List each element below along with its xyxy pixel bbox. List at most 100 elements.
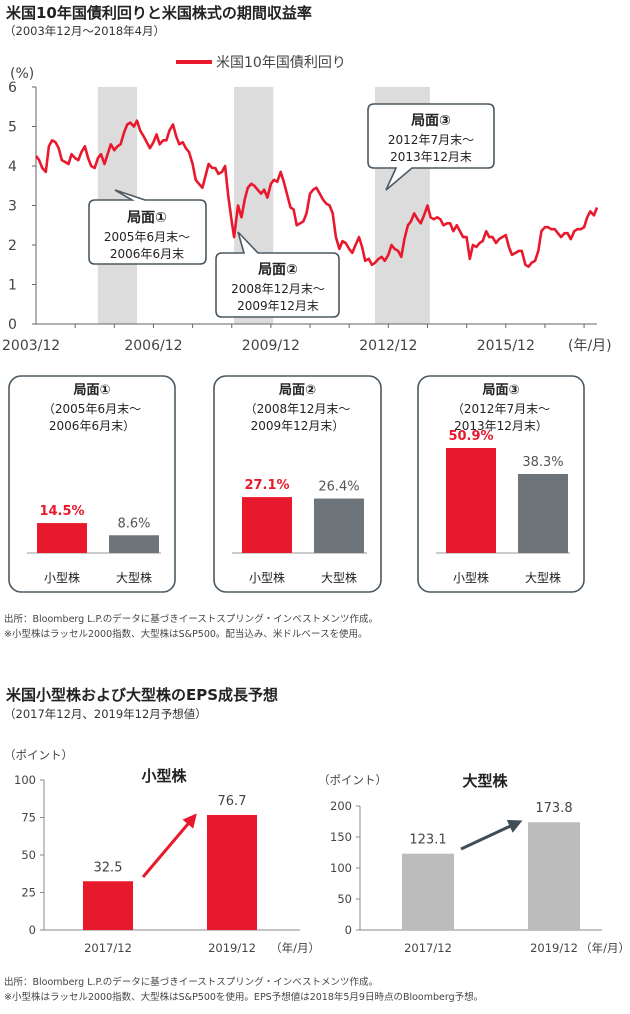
eps-bar-1 (402, 853, 454, 930)
bar-value-label: 26.4% (318, 480, 359, 495)
eps-bar-1 (83, 881, 133, 930)
y-tick-label: 4 (8, 159, 17, 175)
phase-panel-period-2: 2013年12月末） (454, 419, 548, 433)
eps-x-tick-label: 2019/12 (208, 941, 256, 955)
phase-panel-1: 局面① （2005年6月末～ 2006年6月末） 14.5% 小型株 8.6% 大型株 (8, 375, 176, 593)
bar-category-label: 小型株 (249, 570, 285, 585)
bar-large-cap (109, 535, 159, 553)
phase-panel-period-2: 2009年12月末） (251, 419, 345, 433)
eps-y-tick-label: 75 (21, 811, 36, 825)
eps-unit-label: （ポイント） (318, 773, 387, 787)
y-tick-label: 3 (8, 199, 17, 215)
eps-bar-value-label: 123.1 (409, 833, 446, 848)
eps-y-tick-label: 100 (14, 773, 36, 787)
y-tick-label: 1 (8, 278, 17, 294)
bar-value-label: 14.5% (39, 504, 84, 519)
bar-large-cap (314, 498, 364, 553)
growth-arrow-icon (141, 817, 195, 878)
eps-y-tick-label: 50 (21, 848, 36, 862)
callout-phase-2-line2: 2009年12月末 (237, 299, 319, 313)
phase-panel-period-2: 2006年6月末） (49, 419, 135, 433)
callout-phase-1-line2: 2006年6月末 (110, 247, 184, 261)
y-tick-label: 6 (8, 80, 17, 96)
eps-unit-label: （ポイント） (4, 748, 73, 762)
growth-arrowhead-icon (506, 820, 523, 833)
line-chart: (%) 0 1 2 3 4 5 6 2003/12 2006/12 2009/12 2012/12… (2, 55, 612, 354)
phase-panel-period-1: （2012年7月末～ (452, 402, 550, 416)
eps-x-tick-label: 2017/12 (404, 941, 452, 955)
eps-x-unit-label: （年/月） (270, 941, 320, 955)
phase-panel-period-1: （2008年12月末～ (245, 402, 351, 416)
phase-panel-2: 局面② （2008年12月末～ 2009年12月末） 27.1% 小型株 26.4% 大型株 (213, 375, 382, 593)
bar-category-label: 小型株 (44, 570, 80, 585)
phase-panel-title: 局面② (279, 383, 316, 398)
phase-panel-title: 局面① (73, 383, 110, 398)
bar-value-label: 50.9% (448, 429, 493, 444)
notes2-remark: ※小型株はラッセル2000指数、大型株はS&P500を使用。EPS予想値は201… (4, 991, 483, 1003)
phase-panel-3: 局面③ （2012年7月末～ 2013年12月末）50.9% 小型株 38.3% 大型株 (417, 375, 585, 593)
eps-bar-2 (207, 814, 257, 930)
eps-bar-value-label: 173.8 (535, 801, 572, 816)
bar-value-label: 38.3% (522, 455, 563, 470)
bar-value-label: 8.6% (117, 516, 150, 531)
eps-x-tick-label: 2017/12 (84, 941, 132, 955)
x-tick-label: 2015/12 (477, 338, 535, 354)
notes1-source: 出所：Bloomberg L.P.のデータに基づきイーストスプリング・インベスト… (4, 613, 378, 625)
eps-x-tick-label: 2019/12 (530, 941, 578, 955)
y-unit-label: (%) (10, 66, 34, 82)
callout-phase-3-line2: 2013年12月末 (390, 150, 472, 164)
bar-large-cap (518, 473, 568, 553)
y-tick-label: 2 (8, 238, 17, 254)
notes2-source: 出所：Bloomberg L.P.のデータに基づきイーストスプリング・インベスト… (4, 976, 378, 988)
bar-small-cap (37, 523, 87, 553)
callout-phase-3: 局面③ 2012年7月末～ 2013年12月末 (367, 103, 495, 191)
series-line-us10y (34, 119, 599, 268)
x-tick-label: 2003/12 (2, 338, 60, 354)
legend: 米国10年国債利回り (176, 55, 346, 71)
eps-chart-large-cap: （ポイント） 大型株 0 50 100 150 200 123.1 2017/12 173.8 20… (318, 772, 630, 955)
eps-bar-value-label: 32.5 (94, 860, 123, 875)
eps-y-tick-label: 0 (29, 923, 36, 937)
phase-panel-period-1: （2005年6月末～ (43, 402, 141, 416)
eps-y-tick-label: 25 (21, 886, 36, 900)
section1-title: 米国10年国債利回りと米国株式の期間収益率 (6, 4, 312, 22)
callout-phase-1-line1: 2005年6月末～ (104, 230, 190, 244)
callout-phase-3-box (367, 103, 495, 191)
section2-title: 米国小型株および大型株のEPS成長予想 (6, 686, 278, 704)
x-tick-labels: 2003/12 2006/12 2009/12 2012/12 2015/12 (2, 338, 535, 354)
phase-panels: 局面①（2005年6月末～2006年6月末）14.5%小型株8.6%大型株局面②… (8, 375, 585, 593)
x-tick-label: 2006/12 (124, 338, 182, 354)
eps-y-tick-label: 100 (330, 861, 352, 875)
bar-category-label: 大型株 (321, 570, 357, 585)
eps-y-tick-label: 200 (330, 799, 352, 813)
y-tick-label: 0 (8, 317, 17, 333)
x-unit-label: (年/月) (568, 338, 612, 354)
callout-phase-2-box (215, 231, 340, 318)
callout-phase-3-line1: 2012年7月末～ (388, 133, 474, 147)
eps-chart-title: 大型株 (462, 772, 508, 790)
callout-phase-2: 局面② 2008年12月末～ 2009年12月末 (215, 231, 340, 318)
callout-phase-1: 局面① 2005年6月末～ 2006年6月末 (88, 189, 207, 265)
bar-value-label: 27.1% (244, 478, 289, 493)
bar-small-cap (446, 448, 496, 553)
series-line-group (34, 119, 599, 268)
eps-y-tick-label: 150 (330, 830, 352, 844)
eps-y-tick-label: 0 (345, 923, 352, 937)
eps-bar-2 (528, 822, 580, 930)
bar-category-label: 小型株 (453, 570, 489, 585)
callout-phase-1-title: 局面① (127, 210, 167, 226)
eps-y-tick-label: 50 (337, 892, 352, 906)
y-tick-label: 5 (8, 120, 17, 136)
eps-chart-small-cap: （ポイント） 小型株 0 25 50 75 100 32.5 2017/12 76.7 2019/1… (4, 748, 320, 955)
bar-small-cap (242, 497, 292, 553)
eps-x-unit-label: （年/月） (580, 941, 630, 955)
section1-subtitle: （2003年12月～2018年4月） (4, 24, 165, 38)
callout-phase-3-title: 局面③ (411, 113, 451, 129)
x-tick-label: 2012/12 (359, 338, 417, 354)
y-tick-labels: 0 1 2 3 4 5 6 (8, 80, 17, 333)
growth-arrowhead-icon (182, 813, 197, 829)
legend-label: 米国10年国債利回り (216, 55, 346, 71)
bar-category-label: 大型株 (525, 570, 561, 585)
